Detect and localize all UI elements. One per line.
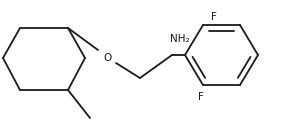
Text: NH₂: NH₂ xyxy=(170,34,190,44)
Text: F: F xyxy=(198,92,204,102)
Text: O: O xyxy=(104,53,112,63)
Text: F: F xyxy=(211,12,217,22)
